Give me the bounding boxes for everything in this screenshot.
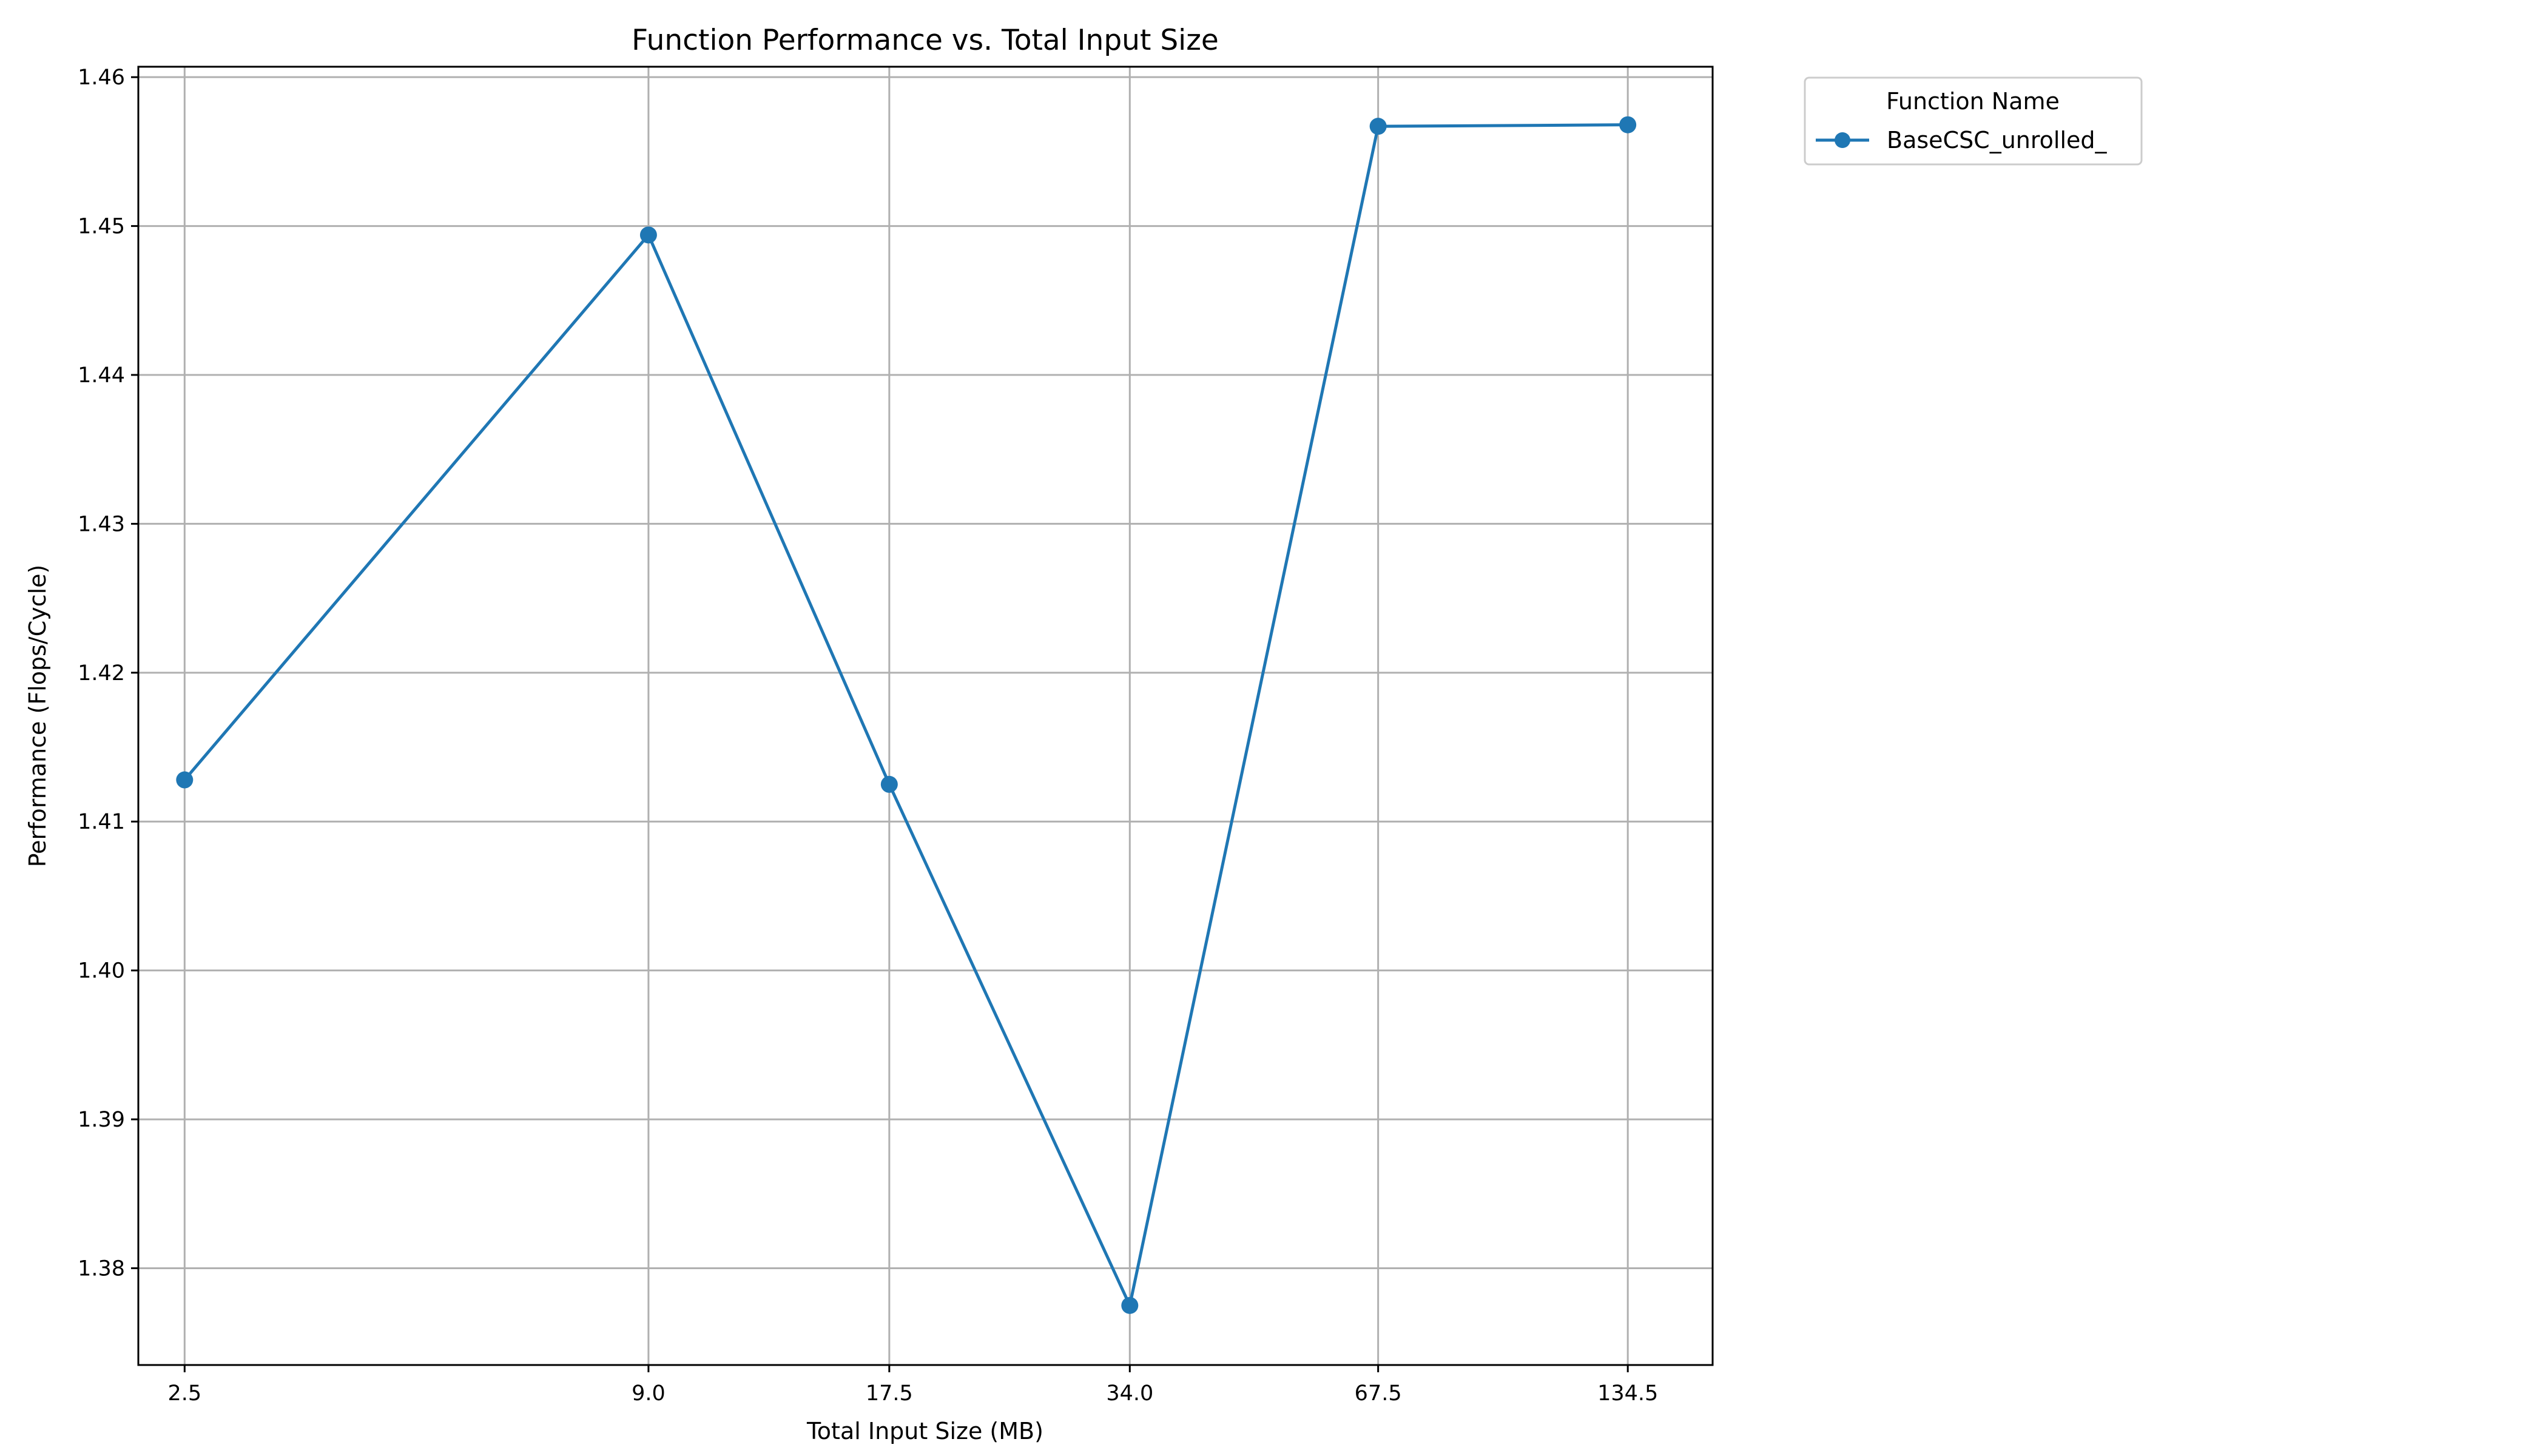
y-axis: 1.38 1.39 1.40 1.41 1.42 1.43 1.44 1.45 1.46 [78, 66, 138, 1281]
data-point [1619, 116, 1637, 133]
x-tick-label: 134.5 [1597, 1381, 1658, 1406]
legend-box [1804, 76, 2143, 166]
y-tick-label: 1.45 [78, 215, 125, 239]
legend-title: Function Name [1886, 88, 2060, 115]
data-point [1369, 118, 1387, 135]
data-point [880, 775, 898, 793]
x-axis-label: Total Input Size (MB) [806, 1418, 1043, 1444]
y-tick-label: 1.46 [78, 66, 125, 90]
series-line [183, 123, 1628, 1307]
x-tick-label: 34.0 [1106, 1381, 1153, 1406]
legend-marker-swatch [1835, 132, 1850, 148]
data-point [639, 226, 657, 244]
y-tick-label: 1.38 [78, 1256, 125, 1281]
series-layer [176, 116, 1637, 1314]
x-tick-label: 67.5 [1355, 1381, 1402, 1406]
x-axis: 2.5 9.0 17.5 34.0 67.5 134.5 [167, 1365, 1658, 1406]
x-tick-label: 17.5 [866, 1381, 913, 1406]
data-point [1121, 1296, 1139, 1314]
y-tick-label: 1.39 [78, 1108, 125, 1132]
y-tick-label: 1.42 [78, 661, 125, 686]
y-axis-label: Performance (Flops/Cycle) [24, 565, 51, 868]
chart-title: Function Performance vs. Total Input Siz… [632, 24, 1219, 57]
legend: Function Name BaseCSC_unrolled_ [1804, 76, 2143, 166]
y-tick-label: 1.44 [78, 363, 125, 388]
x-tick-label: 9.0 [632, 1381, 666, 1406]
y-tick-label: 1.43 [78, 512, 125, 536]
plot-frame [137, 66, 1714, 1366]
legend-entry-label: BaseCSC_unrolled_ [1887, 127, 2108, 153]
y-tick-label: 1.41 [78, 810, 125, 834]
data-point [176, 771, 194, 789]
y-tick-label: 1.40 [78, 959, 125, 983]
grid-lines [138, 67, 1713, 1365]
x-tick-label: 2.5 [167, 1381, 201, 1406]
